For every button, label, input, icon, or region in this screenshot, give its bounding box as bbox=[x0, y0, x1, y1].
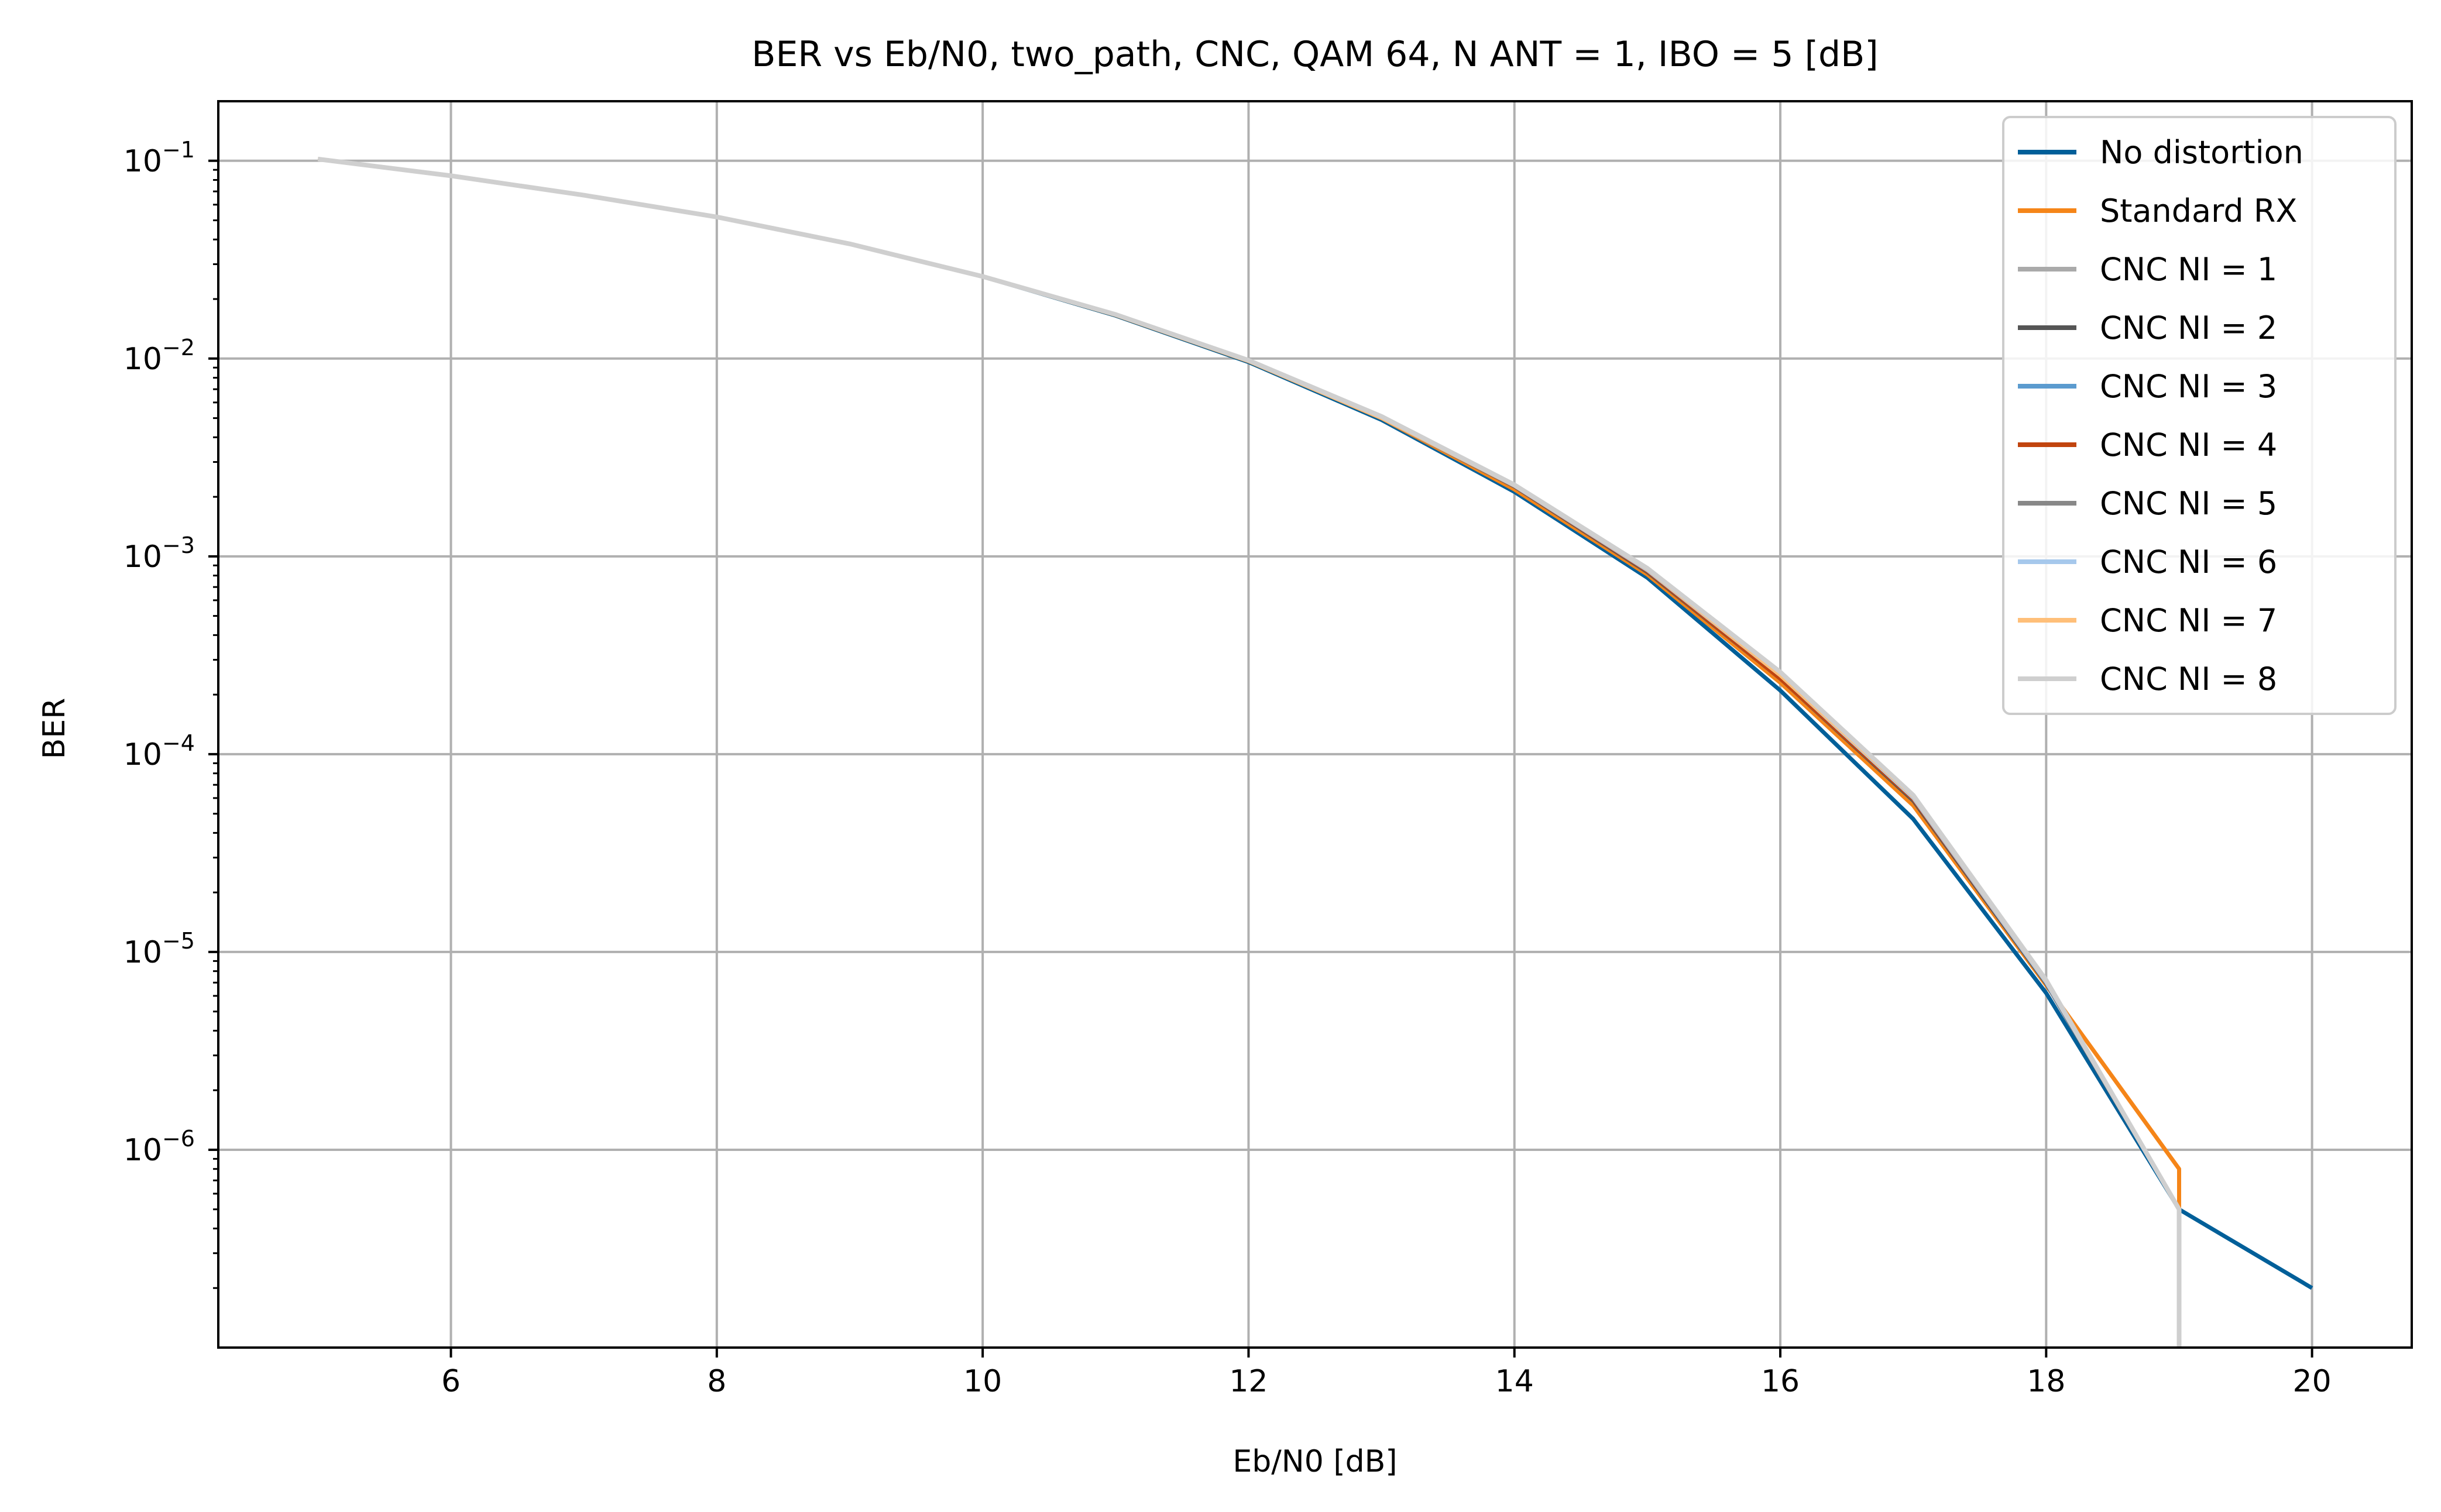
legend-box bbox=[2002, 116, 2397, 715]
y-axis-label: BER bbox=[37, 698, 72, 760]
chart-title: BER vs Eb/N0, two_path, CNC, QAM 64, N A… bbox=[751, 34, 1878, 75]
legend-entry: No distortion bbox=[2100, 134, 2303, 171]
x-tick-label: 8 bbox=[707, 1364, 726, 1399]
legend-entry: CNC NI = 2 bbox=[2100, 310, 2277, 346]
y-tick-exponent: −6 bbox=[162, 1126, 195, 1152]
y-tick-base: 10 bbox=[123, 935, 162, 970]
series-line-10 bbox=[317, 156, 2182, 1348]
y-tick-label: 10−4 bbox=[123, 730, 195, 772]
legend-entry: CNC NI = 5 bbox=[2100, 485, 2277, 522]
legend: No distortion Standard RX CNC NI = 1 CNC NI… bbox=[2002, 116, 2397, 715]
legend-entry: Standard RX bbox=[2100, 193, 2297, 229]
plot-area bbox=[317, 156, 2313, 1348]
x-tick-label: 6 bbox=[441, 1364, 461, 1399]
legend-entry: CNC NI = 3 bbox=[2100, 368, 2277, 405]
legend-entry: CNC NI = 6 bbox=[2100, 544, 2277, 580]
plot-frame bbox=[217, 100, 2413, 1349]
x-tick-label: 10 bbox=[963, 1364, 1002, 1399]
y-tick-base: 10 bbox=[123, 342, 162, 377]
y-tick-exponent: −1 bbox=[162, 137, 195, 163]
legend-entry: CNC NI = 1 bbox=[2100, 251, 2277, 288]
legend-entry: CNC NI = 7 bbox=[2100, 602, 2277, 639]
legend-entry: CNC NI = 4 bbox=[2100, 427, 2277, 463]
x-tick-label: 12 bbox=[1229, 1364, 1268, 1399]
y-tick-label: 10−3 bbox=[123, 532, 195, 575]
y-tick-label: 10−5 bbox=[123, 928, 195, 970]
x-tick-label: 20 bbox=[2293, 1364, 2332, 1399]
y-tick-exponent: −4 bbox=[162, 730, 195, 756]
y-tick-base: 10 bbox=[123, 144, 162, 179]
x-tick-label: 16 bbox=[1761, 1364, 1800, 1399]
x-axis-label: Eb/N0 [dB] bbox=[1232, 1444, 1397, 1479]
x-tick-label: 18 bbox=[2027, 1364, 2065, 1399]
y-tick-label: 10−2 bbox=[123, 335, 195, 377]
y-tick-label: 10−1 bbox=[123, 137, 195, 179]
legend-entry: CNC NI = 8 bbox=[2100, 661, 2277, 697]
y-tick-exponent: −2 bbox=[162, 335, 195, 360]
y-tick-exponent: −5 bbox=[162, 928, 195, 954]
y-tick-base: 10 bbox=[123, 1133, 162, 1168]
y-tick-base: 10 bbox=[123, 737, 162, 772]
y-tick-base: 10 bbox=[123, 539, 162, 575]
x-tick-label: 14 bbox=[1495, 1364, 1534, 1399]
y-tick-label: 10−6 bbox=[123, 1126, 195, 1168]
y-tick-exponent: −3 bbox=[162, 532, 195, 558]
